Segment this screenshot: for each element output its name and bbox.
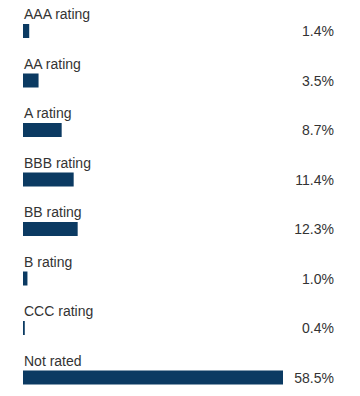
svg-text:3.5%: 3.5%	[302, 73, 334, 89]
svg-text:CCC rating: CCC rating	[24, 303, 93, 319]
svg-text:A rating: A rating	[24, 105, 71, 121]
svg-text:1.0%: 1.0%	[302, 271, 334, 287]
svg-text:8.7%: 8.7%	[302, 122, 334, 138]
svg-text:BB rating: BB rating	[24, 204, 82, 220]
svg-text:BBB rating: BBB rating	[24, 155, 91, 171]
svg-text:12.3%: 12.3%	[294, 221, 334, 237]
svg-text:AAA rating: AAA rating	[24, 6, 90, 22]
svg-text:58.5%: 58.5%	[294, 370, 334, 386]
svg-text:Not rated: Not rated	[24, 353, 82, 369]
svg-text:0.4%: 0.4%	[302, 320, 334, 336]
svg-text:11.4%: 11.4%	[295, 172, 334, 188]
svg-text:1.4%: 1.4%	[302, 23, 334, 39]
svg-text:AA rating: AA rating	[24, 56, 81, 72]
svg-text:B rating: B rating	[24, 254, 72, 270]
